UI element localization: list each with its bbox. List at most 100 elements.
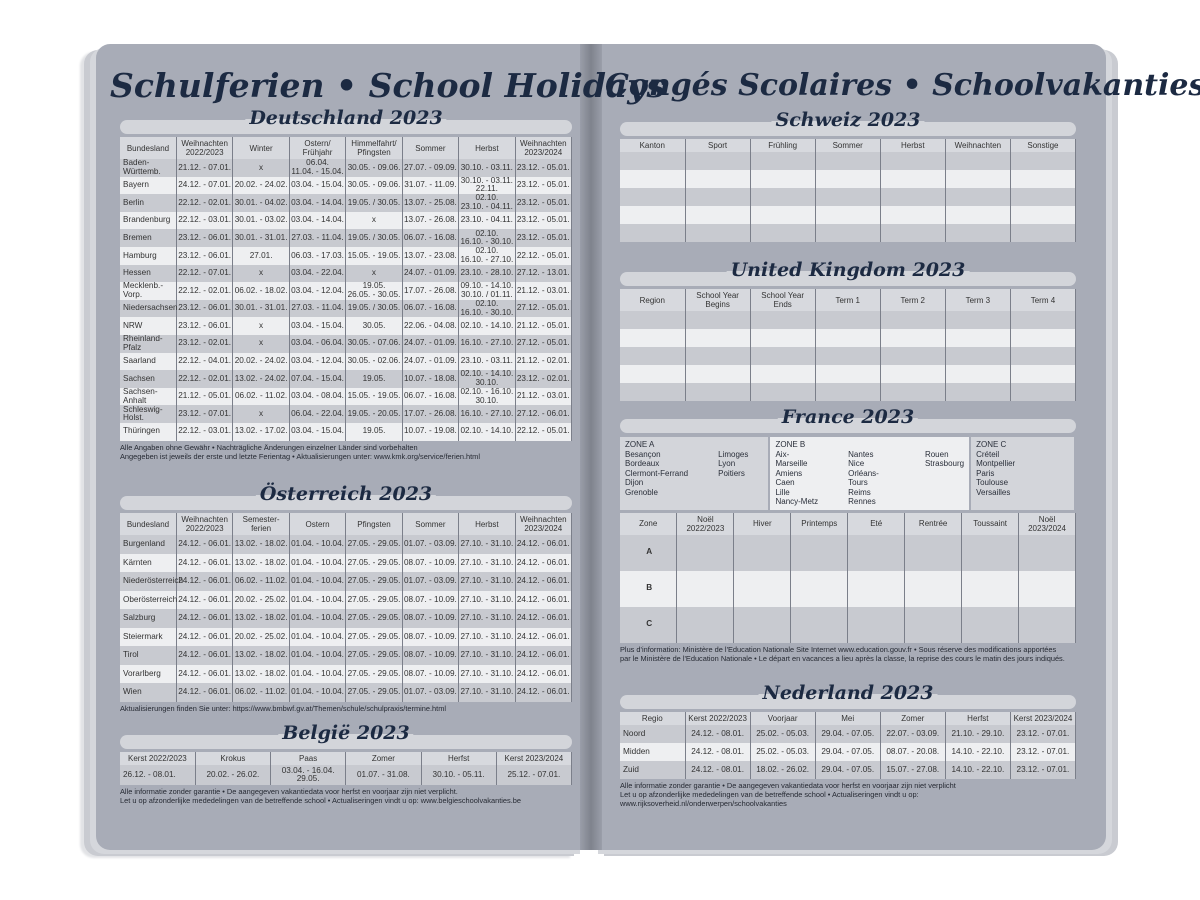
table-cell: 29.04. - 07.05. — [815, 743, 881, 761]
table-cell — [620, 170, 686, 188]
table-cell — [733, 606, 792, 643]
academy-name: Bordeaux — [625, 459, 660, 468]
table-cell: 27.05. - 29.05. — [345, 664, 403, 683]
header-row: Bundesland Weihnachten 2022/2023 Semester-… — [120, 513, 573, 535]
table-cell: 02.10. 23.10. - 04.11. — [458, 194, 516, 212]
table-cell: 01.07. - 03.09. — [402, 572, 460, 591]
table-row: Steiermark 24.12. - 06.01. 20.02. - 25.02.… — [120, 627, 573, 646]
column-header: Printemps — [790, 512, 849, 535]
academy-name: Clermont-Ferrand — [625, 468, 689, 478]
table-cell — [1010, 383, 1077, 401]
table-cell — [1010, 365, 1077, 383]
academy-name: Dijon — [625, 478, 644, 487]
table-cell: 23.12. - 02.01. — [176, 334, 234, 353]
table-cell: 23.10. - 04.11. — [458, 211, 516, 230]
table-cell: 22.12. - 02.01. — [176, 370, 234, 388]
table-cell: Noord — [620, 725, 686, 743]
holiday-table-be: Kerst 2022/2023 Krokus Paas Zomer Herfst Kers… — [120, 752, 573, 785]
table-cell: 01.04. - 10.04. — [289, 572, 347, 591]
table-row — [620, 329, 1077, 347]
academy-name: Grenoble — [625, 487, 658, 497]
table-cell: Sachsen — [120, 370, 177, 388]
table-cell: 06.07. - 16.08. — [402, 299, 460, 318]
table-cell: 24.12. - 08.01. — [685, 761, 751, 779]
table-cell — [733, 534, 792, 571]
table-cell: x — [232, 334, 290, 353]
book-gutter — [580, 44, 602, 850]
academy-column: Besançon Bordeaux Clermont-Ferrand Dijon Gre… — [625, 450, 688, 498]
column-header: Herbst — [880, 139, 946, 152]
table-cell: 02.10. 16.10. - 27.10. — [458, 246, 516, 265]
table-cell: Niedersachsen — [120, 299, 178, 318]
table-cell: 01.04. - 10.04. — [289, 683, 347, 702]
column-header: Term 2 — [880, 289, 946, 311]
table-cell: 31.07. - 11.09. — [402, 176, 460, 195]
table-cell: 30.01. - 04.02. — [232, 194, 290, 212]
column-header: Noël 2023/2024 — [1018, 512, 1076, 535]
table-cell: 27.10. - 31.10. — [458, 572, 516, 591]
table-cell: Brandenburg — [120, 211, 177, 230]
zone-legend: ZONE A Besançon Bordeaux Clermont-Ferrand Di… — [620, 437, 1076, 510]
table-cell — [945, 329, 1011, 347]
table-cell: 17.07. - 26.08. — [402, 282, 460, 300]
column-header: Rentrée — [904, 512, 963, 535]
table-cell — [815, 206, 881, 224]
column-header: Sommer — [815, 139, 881, 152]
table-cell — [904, 534, 963, 571]
table-cell — [945, 365, 1011, 383]
section-belgie: België 2023 Kerst 2022/2023 Krokus Paas Zome… — [120, 722, 573, 805]
section-heading-bar: United Kingdom 2023 — [620, 259, 1076, 286]
table-cell: 24.12. - 06.01. — [176, 572, 234, 591]
table-row: Midden 24.12. - 08.01. 25.02. - 05.03. 29.0… — [620, 743, 1077, 761]
table-cell: Midden — [620, 743, 686, 761]
table-cell: 19.05. — [345, 370, 403, 388]
table-cell — [620, 347, 686, 365]
footnote: Let u op afzonderlijke mededelingen van … — [620, 790, 919, 808]
academy-name: Orléans-Tours — [848, 468, 879, 488]
table-cell: 27.01. — [232, 246, 290, 265]
table-cell: 06.02. - 11.02. — [232, 387, 290, 406]
table-cell — [847, 570, 906, 607]
table-row: A — [620, 534, 1076, 571]
table-cell: Tirol — [120, 646, 177, 665]
table-row: Wien 24.12. - 06.01. 06.02. - 11.02. 01.04.… — [120, 683, 573, 702]
table-cell: 24.12. - 06.01. — [515, 535, 573, 554]
table-row: NRW 23.12. - 06.01. x 03.04. - 15.04. 30.05.… — [120, 317, 573, 335]
table-cell — [790, 606, 849, 643]
table-cell: 24.12. - 06.01. — [176, 683, 234, 702]
table-cell: 08.07. - 10.09. — [402, 627, 460, 646]
table-cell — [880, 365, 946, 383]
table-cell — [945, 311, 1011, 329]
table-row — [620, 365, 1077, 383]
table-row: Niedersachsen 23.12. - 06.01. 30.01. - 31.… — [120, 299, 573, 318]
table-cell: 19.05. / 30.05. — [345, 299, 403, 318]
academy-name: Limoges — [718, 449, 749, 459]
table-cell: Mecklenb.-Vorp. — [120, 282, 177, 300]
table-row: 26.12. - 08.01. 20.02. - 26.02. 03.04. - 1… — [120, 765, 573, 785]
table-cell — [1018, 606, 1076, 643]
holiday-table-nl: Regio Kerst 2022/2023 Voorjaar Mei Zomer Herf… — [620, 712, 1077, 779]
header-row: Bundesland Weihnachten 2022/2023 Winter Ost… — [120, 137, 573, 159]
table-cell: 24.12. - 06.01. — [515, 664, 573, 683]
table-cell: 13.02. - 18.02. — [232, 609, 290, 628]
table-cell: Niederösterreich — [120, 572, 183, 591]
table-cell: 02.10. - 14.10. — [458, 422, 516, 441]
table-row: Sachsen 22.12. - 02.01. 13.02. - 24.02. 07.… — [120, 370, 573, 388]
academy-column: Rouen Strasbourg — [925, 450, 964, 507]
table-cell: Rheinland-Pfalz — [120, 335, 177, 353]
table-cell: 27.10. - 31.10. — [458, 535, 516, 554]
table-cell — [880, 170, 946, 188]
table-cell: 01.04. - 10.04. — [289, 590, 347, 609]
column-header: Kanton — [620, 139, 686, 152]
column-header: School Year Begins — [685, 289, 751, 311]
table-cell — [880, 383, 946, 401]
table-cell: 27.12. - 05.01. — [515, 334, 573, 353]
table-cell: 01.04. - 10.04. — [289, 535, 347, 554]
column-header: Regio — [620, 712, 686, 725]
table-cell: 27.12. - 05.01. — [515, 299, 573, 318]
france-zone-a: ZONE A Besançon Bordeaux Clermont-Ferrand Di… — [620, 437, 771, 510]
table-cell: 24.12. - 06.01. — [176, 664, 234, 683]
footnote: par le Ministère de l'Education National… — [620, 653, 1065, 663]
header-row: Zone Noël 2022/2023 Hiver Printemps Eté Rentr… — [620, 512, 1076, 535]
column-header: Kerst 2023/2024 — [496, 752, 573, 765]
